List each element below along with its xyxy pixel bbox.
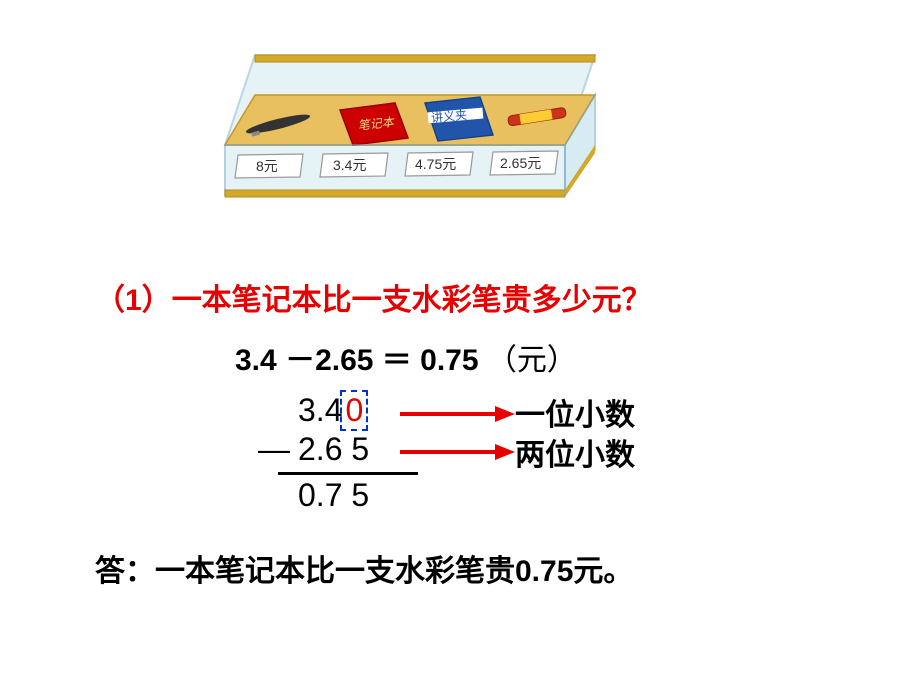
horizontal-equation: 3.4 －2.65 ＝ 0.75 （元） bbox=[235, 335, 577, 379]
price-3: 4.75元 bbox=[415, 156, 456, 172]
svg-text:讲义夹: 讲义夹 bbox=[430, 107, 467, 125]
calc-r1-main: 3.4 bbox=[298, 392, 342, 428]
calc-row-3: 0.7 5 bbox=[298, 477, 418, 514]
eq-sign: ＝ bbox=[382, 344, 412, 377]
price-2: 3.4元 bbox=[333, 157, 366, 173]
price-1: 8元 bbox=[256, 158, 278, 174]
question-text: （1）一本笔记本比一支水彩笔贵多少元？ bbox=[95, 275, 652, 319]
eq-result: 0.75 bbox=[420, 344, 478, 377]
annotation-1: 一位小数 bbox=[515, 390, 635, 434]
eq-unit: （元） bbox=[487, 344, 577, 377]
question-body: 一本笔记本比一支水彩笔贵多少元？ bbox=[172, 284, 652, 317]
arrow-1 bbox=[400, 402, 515, 426]
answer-text: 答：一本笔记本比一支水彩笔贵0.75元。 bbox=[95, 546, 633, 590]
case-svg: 笔记本 讲义夹 8元 3.4元 4.75元 2.65元 bbox=[200, 50, 620, 230]
annotation-2: 两位小数 bbox=[515, 430, 635, 474]
calc-rule bbox=[278, 472, 418, 475]
eq-op: － bbox=[285, 344, 315, 377]
question-number: （1） bbox=[95, 284, 172, 317]
calc-r2: 2.6 5 bbox=[298, 431, 369, 467]
arrow-2 bbox=[400, 440, 515, 464]
minus-sign: — bbox=[258, 431, 290, 468]
eq-right: 2.65 bbox=[315, 344, 373, 377]
appended-zero: 0 bbox=[340, 390, 368, 431]
display-case: 笔记本 讲义夹 8元 3.4元 4.75元 2.65元 bbox=[200, 50, 620, 220]
eq-left: 3.4 bbox=[235, 344, 277, 377]
price-4: 2.65元 bbox=[500, 155, 541, 171]
